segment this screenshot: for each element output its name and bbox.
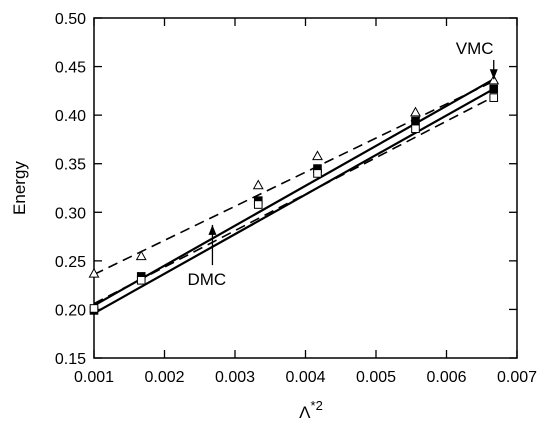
open-square-point: [489, 93, 499, 102]
x-axis-title: Λ*2: [299, 398, 323, 422]
annotation-dmc-label: DMC: [187, 270, 226, 289]
x-tick-label: 0.003: [215, 369, 255, 386]
y-tick-label: 0.15: [55, 351, 86, 368]
open-triangle-point: [488, 74, 500, 85]
y-tick-label: 0.25: [55, 254, 86, 271]
annotations: VMC DMC: [187, 39, 498, 289]
data-markers: [88, 74, 500, 315]
solid-fit-line: [93, 78, 495, 307]
plot-frame: [93, 17, 518, 359]
x-tick-label: 0.006: [426, 369, 466, 386]
y-tick-label: 0.50: [55, 11, 86, 28]
x-tick-label: 0.004: [285, 369, 325, 386]
open-triangle-point: [135, 250, 147, 261]
x-tick-label: 0.002: [144, 369, 184, 386]
y-axis-title: Energy: [10, 161, 29, 215]
open-square-point: [89, 304, 99, 313]
x-tick-label: 0.007: [497, 369, 537, 386]
filled-square-point: [489, 84, 499, 94]
axes: 0.15 0.20 0.25 0.30 0.35 0.40 0.45 0.50 0.001 0.0…: [55, 11, 537, 386]
x-tick-label: 0.001: [74, 369, 114, 386]
y-tick-label: 0.30: [55, 205, 86, 222]
fit-lines: [93, 78, 495, 315]
annotation-vmc-arrowhead: [489, 69, 498, 80]
x-axis-title-base: Λ: [299, 403, 311, 422]
solid-fit-line: [93, 87, 495, 315]
open-square-point: [313, 169, 322, 178]
open-triangle-point: [312, 150, 323, 161]
annotation-dmc-arrowhead: [208, 224, 217, 235]
y-tick-label: 0.35: [55, 157, 86, 174]
open-triangle-point: [252, 179, 264, 190]
open-square-point: [253, 200, 263, 209]
dashed-fit-line: [93, 80, 495, 276]
x-axis-title-sup: *2: [311, 398, 323, 413]
open-triangle-point: [88, 267, 100, 278]
open-triangle-point: [410, 106, 421, 117]
y-tick-label: 0.45: [55, 60, 86, 77]
open-square-point: [411, 124, 420, 134]
filled-square-point: [411, 116, 420, 126]
x-tick-label: 0.005: [356, 369, 396, 386]
annotation-vmc-label: VMC: [456, 39, 494, 58]
y-tick-label: 0.20: [55, 302, 86, 319]
open-square-point: [136, 275, 146, 285]
y-tick-label: 0.40: [55, 108, 86, 125]
